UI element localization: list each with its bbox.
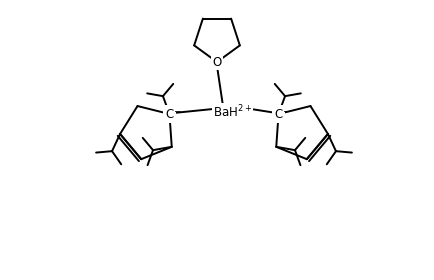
Text: C: C <box>274 108 282 120</box>
Text: −: − <box>172 106 180 116</box>
Text: C: C <box>165 108 173 120</box>
Text: −: − <box>281 106 289 116</box>
Text: BaH$^{2+}$: BaH$^{2+}$ <box>213 104 251 120</box>
Text: O: O <box>212 55 221 69</box>
